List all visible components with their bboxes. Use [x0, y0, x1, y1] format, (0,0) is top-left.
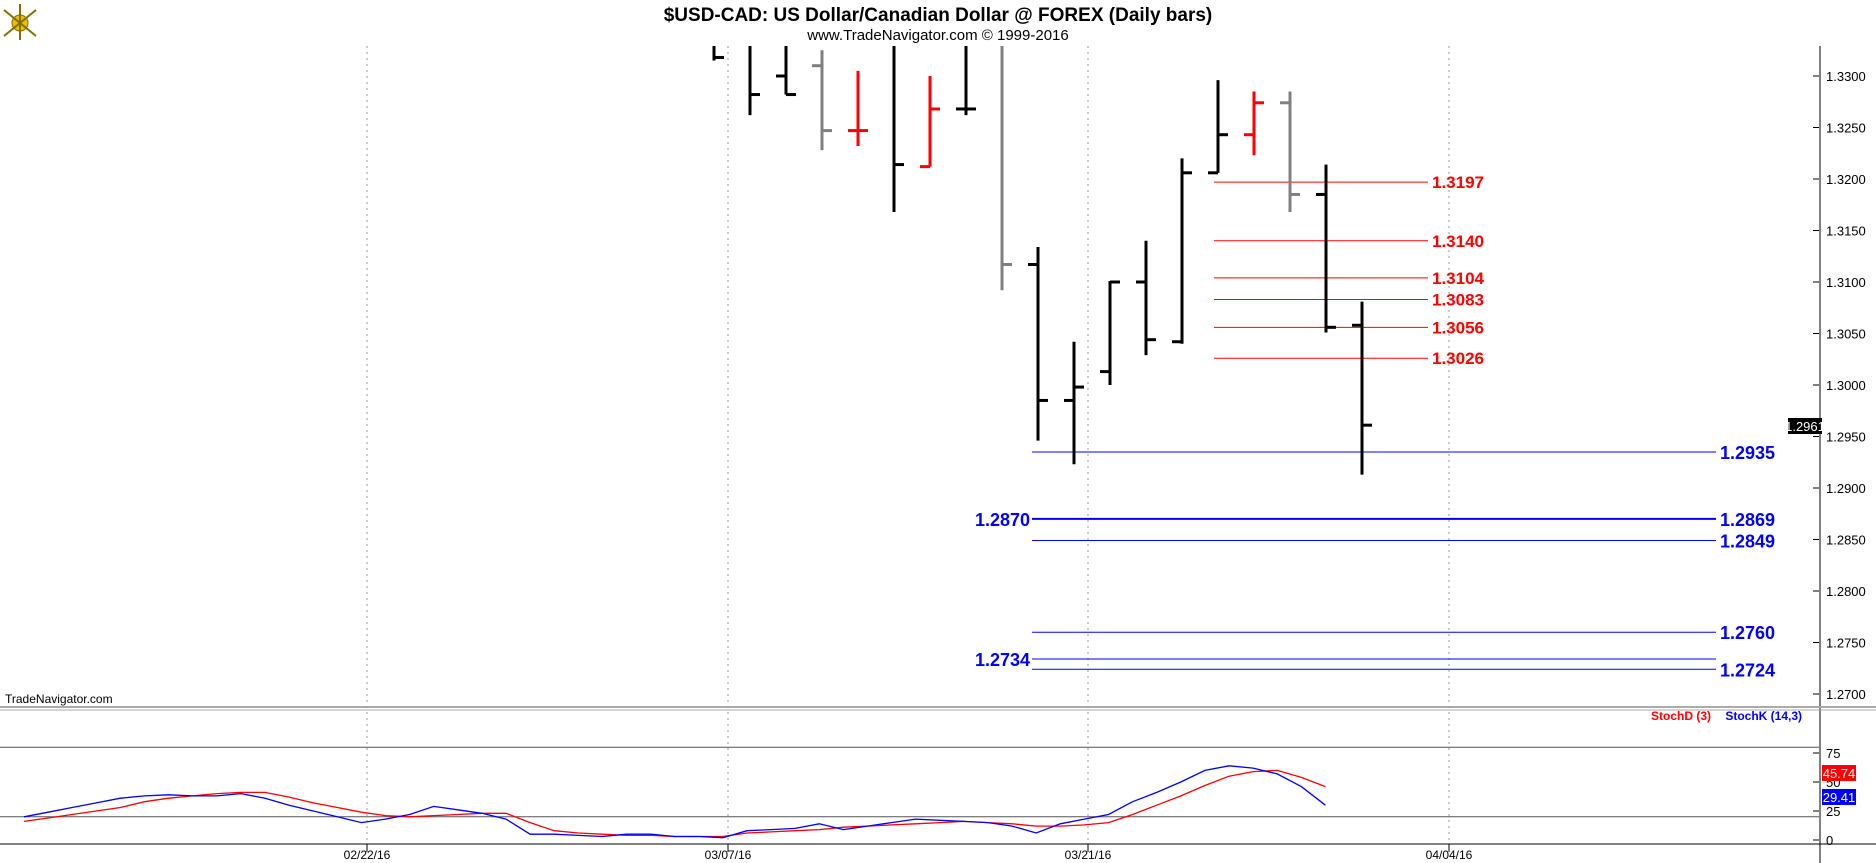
price-tick-label: 1.2800	[1826, 584, 1866, 599]
ohlc-bars	[712, 46, 1372, 475]
price-axis: 1.3300 1.3250 1.3200 1.3150 1.3100 1.3050 1.30…	[1813, 69, 1866, 702]
red-level-label: 1.3197	[1432, 173, 1484, 192]
svg-text:1.2961: 1.2961	[1785, 419, 1825, 434]
watermark-text: TradeNavigator.com	[5, 692, 113, 706]
stoch-tick-label: 25	[1826, 804, 1840, 819]
legend-stochk: StochK (14,3)	[1725, 709, 1802, 723]
price-tick-label: 1.3000	[1826, 378, 1866, 393]
stochastic-reference-lines	[0, 746, 1819, 818]
blue-level-label: 1.2760	[1720, 623, 1775, 643]
date-label: 04/04/16	[1426, 848, 1473, 862]
logo-icon	[3, 4, 37, 40]
vertical-grid	[366, 46, 1450, 844]
date-label: 02/22/16	[344, 848, 391, 862]
blue-level-label: 1.2724	[1720, 660, 1775, 680]
chart-subtitle: www.TradeNavigator.com © 1999-2016	[806, 27, 1068, 44]
date-label: 03/21/16	[1065, 848, 1112, 862]
legend-stochd: StochD (3)	[1651, 709, 1711, 723]
price-tick-label: 1.3050	[1826, 327, 1866, 342]
price-tick-label: 1.3150	[1826, 224, 1866, 239]
support-resistance-levels: 1.3197 1.3140 1.3104 1.3083 1.3056 1.3026 1.29…	[975, 173, 1775, 680]
price-tick-label: 1.3200	[1826, 172, 1866, 187]
red-level-label: 1.3140	[1432, 232, 1484, 251]
price-panel: 1.3300 1.3250 1.3200 1.3150 1.3100 1.3050 1.30…	[0, 46, 1876, 863]
price-tick-label: 1.2700	[1826, 687, 1866, 702]
blue-level-label: 1.2935	[1720, 443, 1775, 463]
blue-level-left-label: 1.2870	[975, 510, 1030, 530]
date-axis: 02/22/16 03/07/16 03/21/16 04/04/16	[0, 843, 1876, 862]
price-tick-label: 1.2900	[1826, 481, 1866, 496]
price-tick-label: 1.2750	[1826, 636, 1866, 651]
svg-text:45.74: 45.74	[1823, 766, 1856, 781]
red-level-label: 1.3083	[1432, 291, 1484, 310]
price-tick-label: 1.3100	[1826, 275, 1866, 290]
red-level-label: 1.3104	[1432, 269, 1485, 288]
stoch-tick-label: 75	[1826, 746, 1840, 761]
red-level-label: 1.3056	[1432, 318, 1484, 337]
blue-level-left-label: 1.2734	[975, 650, 1030, 670]
blue-level-label: 1.2849	[1720, 532, 1775, 552]
price-tick-label: 1.3300	[1826, 69, 1866, 84]
stochastic-series	[23, 765, 1326, 839]
date-label: 03/07/16	[705, 848, 752, 862]
last-price-tag: 1.2961	[1785, 418, 1825, 434]
blue-level-label: 1.2869	[1720, 510, 1775, 530]
svg-text:29.41: 29.41	[1823, 790, 1856, 805]
price-tick-label: 1.3250	[1826, 121, 1866, 136]
stoch-tick-label: 0	[1826, 833, 1833, 848]
price-tick-label: 1.2950	[1826, 430, 1866, 445]
chart-title: $USD-CAD: US Dollar/Canadian Dollar @ FO…	[664, 5, 1213, 26]
red-level-label: 1.3026	[1432, 349, 1484, 368]
stochd-value-tag: 45.74	[1822, 765, 1856, 781]
stoch-series-line	[23, 765, 1326, 839]
price-tick-label: 1.2850	[1826, 533, 1866, 548]
stochk-value-tag: 29.41	[1822, 789, 1856, 805]
